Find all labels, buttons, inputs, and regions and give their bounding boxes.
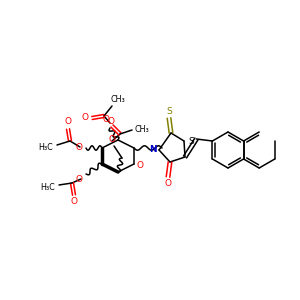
Text: CH₃: CH₃ [135,124,149,134]
Text: CH₃: CH₃ [111,95,125,104]
Text: O: O [82,113,88,122]
Text: O: O [76,175,82,184]
Text: O: O [136,161,143,170]
Text: O: O [103,116,110,124]
Text: H₃C: H₃C [39,143,53,152]
Text: N: N [149,146,157,154]
Text: S: S [166,106,172,116]
Text: O: O [64,118,71,127]
Text: H₃C: H₃C [40,182,56,191]
Text: O: O [107,118,115,127]
Text: O: O [164,179,172,188]
Text: O: O [70,197,77,206]
Text: O: O [76,142,82,152]
Text: S: S [188,136,194,146]
Text: O: O [109,136,116,145]
